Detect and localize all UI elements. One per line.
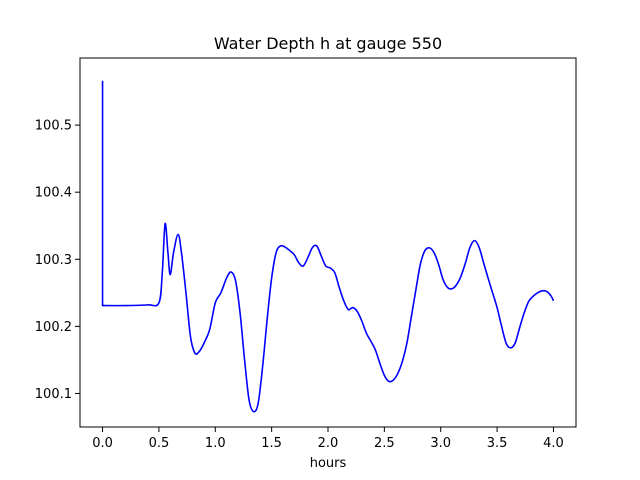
series-layer — [101, 80, 555, 413]
y-axis: 100.1 100.2 100.3 100.4 100.5 — [35, 119, 80, 402]
plot-area: 0.0 0.5 1.0 1.5 2.0 2.5 3.0 3.5 4.0 100.1100.210… — [35, 57, 577, 451]
axes-frame — [79, 57, 577, 428]
y-tick-label: 100.1 — [35, 387, 72, 402]
series-line — [101, 80, 555, 413]
x-tick-label: 3.5 — [487, 436, 508, 451]
y-tick-label: 100.2 — [35, 320, 72, 335]
x-tick-label: 1.5 — [261, 436, 282, 451]
y-tick-label: 100.4 — [35, 186, 72, 201]
x-tick-label: 2.0 — [318, 436, 339, 451]
x-axis: 0.0 0.5 1.0 1.5 2.0 2.5 3.0 3.5 4.0 — [92, 427, 564, 451]
y-tick-label: 100.5 — [35, 119, 72, 134]
x-tick-label: 0.5 — [149, 436, 170, 451]
axes-background — [80, 58, 576, 427]
x-tick-label: 1.0 — [205, 436, 226, 451]
chart-title: Water Depth h at gauge 550 — [214, 34, 442, 53]
x-tick-label: 0.0 — [92, 436, 113, 451]
x-tick-label: 2.5 — [374, 436, 395, 451]
x-tick-label: 3.0 — [430, 436, 451, 451]
x-axis-label: hours — [310, 456, 347, 471]
x-tick-label: 4.0 — [543, 436, 564, 451]
y-tick-label: 100.3 — [35, 253, 72, 268]
